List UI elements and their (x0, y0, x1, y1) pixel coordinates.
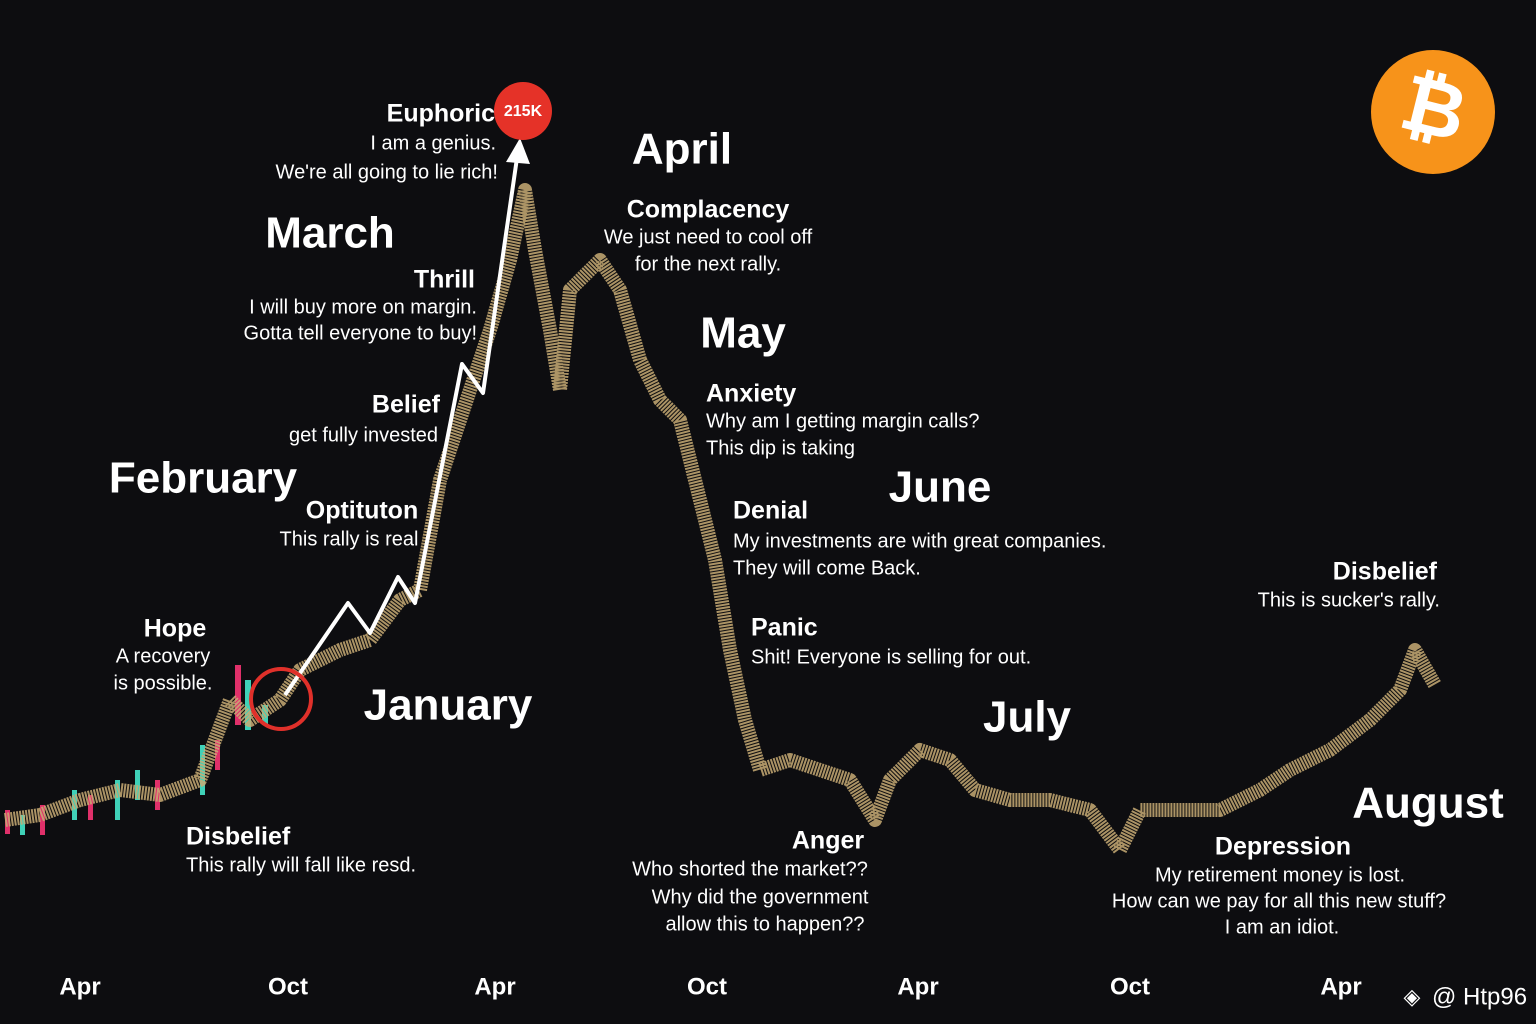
peak-badge (494, 82, 552, 140)
phase-text: is possible. (114, 672, 213, 694)
phase-text: My investments are with great companies. (733, 530, 1107, 552)
phase-title: Euphoric (387, 100, 495, 128)
phase-text: They will come Back. (733, 557, 921, 579)
phase-title: Panic (751, 614, 818, 642)
phase-title: Complacency (627, 196, 790, 224)
month-label: January (364, 681, 533, 730)
phase-text: Why did the government (652, 886, 869, 908)
phase-text: get fully invested (289, 424, 438, 446)
phase-text: A recovery (116, 645, 210, 667)
phase-title: Denial (733, 497, 808, 525)
phase-text: How can we pay for all this new stuff? (1112, 890, 1446, 912)
trend-arrow (283, 157, 519, 697)
phase-text: Who shorted the market?? (632, 858, 868, 880)
phase-text: for the next rally. (635, 253, 781, 275)
start-circle (249, 667, 313, 731)
x-tick-label: Apr (897, 973, 938, 1000)
x-tick-label: Apr (474, 973, 515, 1000)
month-label: April (632, 125, 732, 174)
phase-text: I am an idiot. (1225, 916, 1340, 938)
phase-title: Disbelief (1333, 558, 1438, 586)
watermark-icon: ◈ (1404, 984, 1421, 1009)
phase-text: This rally is real (280, 528, 419, 550)
x-tick-label: Oct (268, 973, 308, 1000)
month-label: May (700, 309, 786, 358)
arrow-head (506, 138, 530, 164)
phase-text: We're all going to lie rich! (276, 161, 498, 183)
phase-text: Why am I getting margin calls? (706, 410, 979, 432)
phase-text: This rally will fall like resd. (186, 854, 416, 876)
phase-text: This dip is taking (706, 437, 855, 459)
month-label: February (109, 454, 298, 503)
phase-text: This is sucker's rally. (1258, 589, 1440, 611)
x-tick-label: Oct (687, 973, 727, 1000)
phase-text: allow this to happen?? (665, 913, 864, 935)
phase-title: Belief (372, 391, 441, 419)
phase-title: Anxiety (706, 380, 796, 408)
phase-text: I am a genius. (370, 132, 496, 154)
phase-title: Thrill (414, 266, 475, 294)
phase-title: Disbelief (186, 823, 291, 851)
phase-title: Depression (1215, 833, 1351, 861)
x-tick-label: Apr (1320, 973, 1361, 1000)
bitcoin-logo (1371, 50, 1495, 174)
watermark: @ Htp96 (1432, 983, 1527, 1010)
phase-text: We just need to cool off (604, 226, 813, 248)
month-label: August (1352, 779, 1504, 828)
phase-text: Shit! Everyone is selling for out. (751, 646, 1031, 668)
x-tick-label: Apr (59, 973, 100, 1000)
month-label: July (983, 693, 1072, 742)
phase-title: Hope (144, 615, 207, 643)
month-label: June (889, 463, 992, 512)
x-tick-label: Oct (1110, 973, 1150, 1000)
phase-text: My retirement money is lost. (1155, 864, 1405, 886)
month-label: March (265, 209, 395, 258)
phase-title: Anger (792, 827, 865, 855)
phase-text: I will buy more on margin. (249, 296, 477, 318)
phase-text: Gotta tell everyone to buy! (244, 322, 477, 344)
peak-badge-label: 215K (504, 103, 543, 120)
phase-title: Optituton (306, 497, 418, 525)
